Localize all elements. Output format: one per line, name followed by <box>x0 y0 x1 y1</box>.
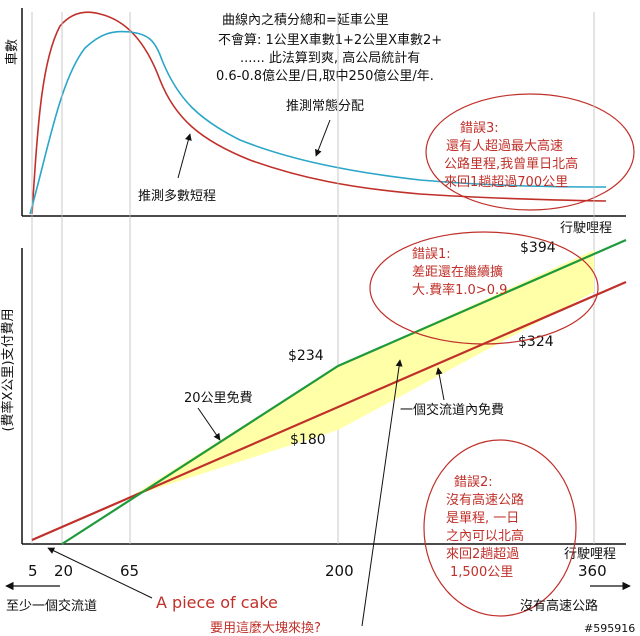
right-arrow-label: 沒有高速公路 <box>520 598 598 614</box>
arrow-20km-free <box>197 407 221 441</box>
tick-20: 20 <box>54 562 73 580</box>
x-tick-labels: 5 20 65 200 360 <box>28 562 607 580</box>
price-394: $394 <box>520 240 556 256</box>
label-20km-free: 20公里免費 <box>184 391 253 406</box>
error3-line-3: 公路里程,我曾單日北高 <box>444 156 578 172</box>
error2-line-2: 沒有高速公路 <box>446 492 524 508</box>
watermark: #595916 <box>584 622 635 635</box>
label-one-interchange-free: 一個交流道內免費 <box>400 402 504 418</box>
tick-65: 65 <box>120 562 139 580</box>
tick-5: 5 <box>28 562 38 580</box>
arrow-one-interchange <box>435 367 445 401</box>
fee-gap-area <box>130 250 594 497</box>
tick-360: 360 <box>578 562 607 580</box>
arrow-short-trips <box>177 133 192 179</box>
bottom-y-label: (費率X公里)支付費用 <box>0 308 16 431</box>
note-line-1: 曲線內之積分總和=延車公里 <box>222 12 389 28</box>
error2-line-5: 來回2趟超過 <box>446 547 519 562</box>
vertical-gridlines <box>31 12 595 544</box>
error3-line-2: 還有人超過最大高速 <box>446 138 563 154</box>
tick-200: 200 <box>325 562 354 580</box>
price-234: $234 <box>288 348 324 364</box>
error1-ellipse <box>369 231 599 345</box>
piece-of-cake-label: A piece of cake <box>156 593 278 612</box>
error2-text: 錯誤2: 沒有高速公路 是單程, 一日 之內可以北高 來回2趟超過 1,500公… <box>446 474 524 580</box>
error1-line-1: 錯誤1: <box>412 246 451 262</box>
arrow-piece-of-cake <box>47 547 153 599</box>
error2-line-3: 是單程, 一日 <box>446 511 519 526</box>
blue-distribution-curve <box>29 30 607 215</box>
arrow-normal-distribution <box>315 119 331 157</box>
price-324: $324 <box>518 334 554 350</box>
label-short-trips: 推測多數短程 <box>138 188 216 204</box>
error1-line-3: 大.費率1.0>0.9 <box>412 282 507 298</box>
note-line-2: 不會算: 1公里X車數1+2公里X車數2+ <box>218 33 442 48</box>
bottom-x-label: 行駛哩程 <box>564 547 616 562</box>
green-fee-line <box>61 238 627 545</box>
error1-text: 錯誤1: 差距還在繼續擴 大.費率1.0>0.9 <box>412 246 507 298</box>
note-line-4: 0.6-0.8億公里/日,取中250億公里/年. <box>216 68 434 84</box>
label-normal-distribution: 推測常態分配 <box>286 98 364 114</box>
left-arrow-label: 至少一個交流道 <box>6 598 97 614</box>
price-180: $180 <box>290 432 326 448</box>
error2-line-6: 1,500公里 <box>450 565 513 580</box>
error2-line-4: 之內可以北高 <box>446 528 524 544</box>
top-y-label: 車數 <box>5 39 20 65</box>
error3-line-4: 來回1趟超過700公里 <box>444 175 568 190</box>
error3-line-1: 錯誤3: <box>460 120 499 136</box>
arrow-question <box>361 359 403 627</box>
error3-text: 錯誤3: 還有人超過最大高速 公路里程,我曾單日北高 來回1趟超過700公里 <box>444 120 578 190</box>
red-fee-line <box>31 280 627 542</box>
red-distribution-curve <box>31 11 607 215</box>
top-x-label: 行駛哩程 <box>560 221 612 236</box>
error1-line-2: 差距還在繼續擴 <box>412 264 503 280</box>
error2-ellipse <box>423 439 577 617</box>
error2-line-1: 錯誤2: <box>454 474 493 490</box>
question-label: 要用這麼大塊來換? <box>210 620 321 636</box>
top-note: 曲線內之積分總和=延車公里 不會算: 1公里X車數1+2公里X車數2+ ....… <box>216 12 442 84</box>
note-line-3: ...... 此法算到爽, 高公局統計有 <box>240 50 420 66</box>
error3-ellipse <box>425 93 635 211</box>
